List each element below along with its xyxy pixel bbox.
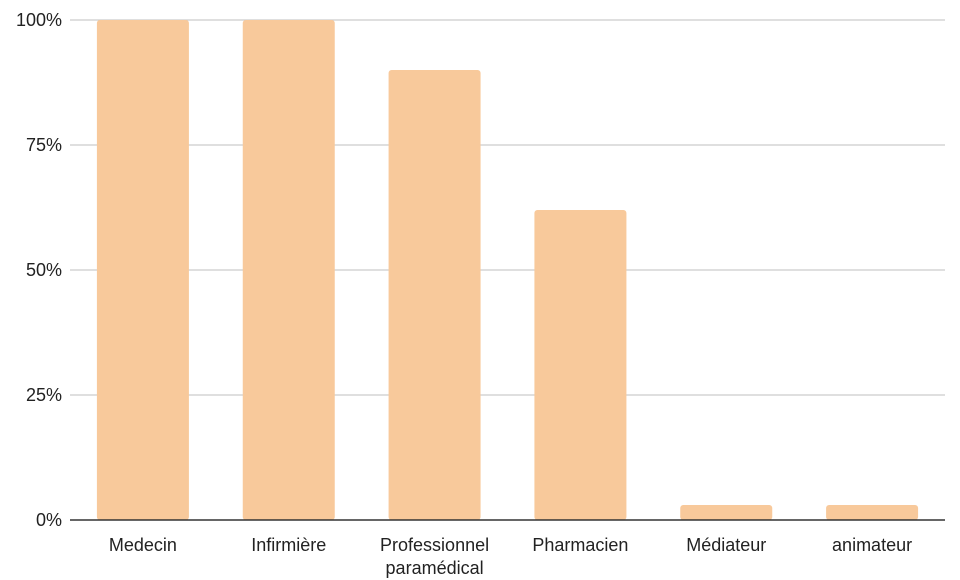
x-tick-label: Médiateur <box>686 535 766 555</box>
bar <box>680 505 772 520</box>
x-tick-label: animateur <box>832 535 912 555</box>
y-tick-label: 0% <box>36 510 62 530</box>
x-tick-label: Professionnel paramédical <box>380 535 489 578</box>
y-tick-label: 25% <box>26 385 62 405</box>
x-tick-label: Pharmacien <box>532 535 628 555</box>
bar <box>389 70 481 520</box>
bar <box>826 505 918 520</box>
bar <box>97 20 189 520</box>
bar <box>243 20 335 520</box>
x-tick-labels: Medecin Infirmière Professionnel paramédica… <box>109 535 912 578</box>
x-tick-label: Medecin <box>109 535 177 555</box>
y-tick-labels: 0% 25% 50% 75% 100% <box>16 10 62 530</box>
y-tick-label: 50% <box>26 260 62 280</box>
bar <box>534 210 626 520</box>
x-tick-label: Infirmière <box>251 535 326 555</box>
gridlines <box>70 20 945 395</box>
y-tick-label: 100% <box>16 10 62 30</box>
y-tick-label: 75% <box>26 135 62 155</box>
